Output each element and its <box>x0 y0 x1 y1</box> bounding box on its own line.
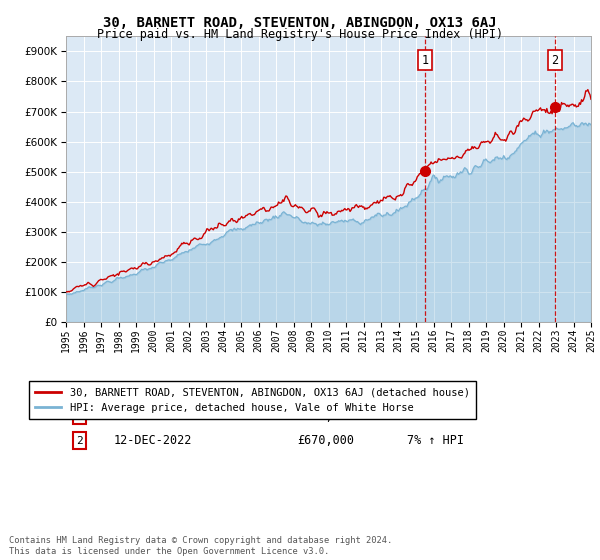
Text: 12-DEC-2022: 12-DEC-2022 <box>113 434 191 447</box>
Text: 30, BARNETT ROAD, STEVENTON, ABINGDON, OX13 6AJ: 30, BARNETT ROAD, STEVENTON, ABINGDON, O… <box>103 16 497 30</box>
Text: Price paid vs. HM Land Registry's House Price Index (HPI): Price paid vs. HM Land Registry's House … <box>97 28 503 41</box>
Text: 1: 1 <box>76 411 83 421</box>
Text: 7% ↑ HPI: 7% ↑ HPI <box>407 434 464 447</box>
Text: 17% ↑ HPI: 17% ↑ HPI <box>407 410 472 423</box>
Text: Contains HM Land Registry data © Crown copyright and database right 2024.
This d: Contains HM Land Registry data © Crown c… <box>9 536 392 556</box>
Text: 30-JUN-2015: 30-JUN-2015 <box>113 410 191 423</box>
Text: 2: 2 <box>551 54 559 67</box>
Legend: 30, BARNETT ROAD, STEVENTON, ABINGDON, OX13 6AJ (detached house), HPI: Average p: 30, BARNETT ROAD, STEVENTON, ABINGDON, O… <box>29 381 476 419</box>
Text: £670,000: £670,000 <box>297 434 354 447</box>
Text: 1: 1 <box>421 54 428 67</box>
Text: £560,000: £560,000 <box>297 410 354 423</box>
Text: 2: 2 <box>76 436 83 446</box>
